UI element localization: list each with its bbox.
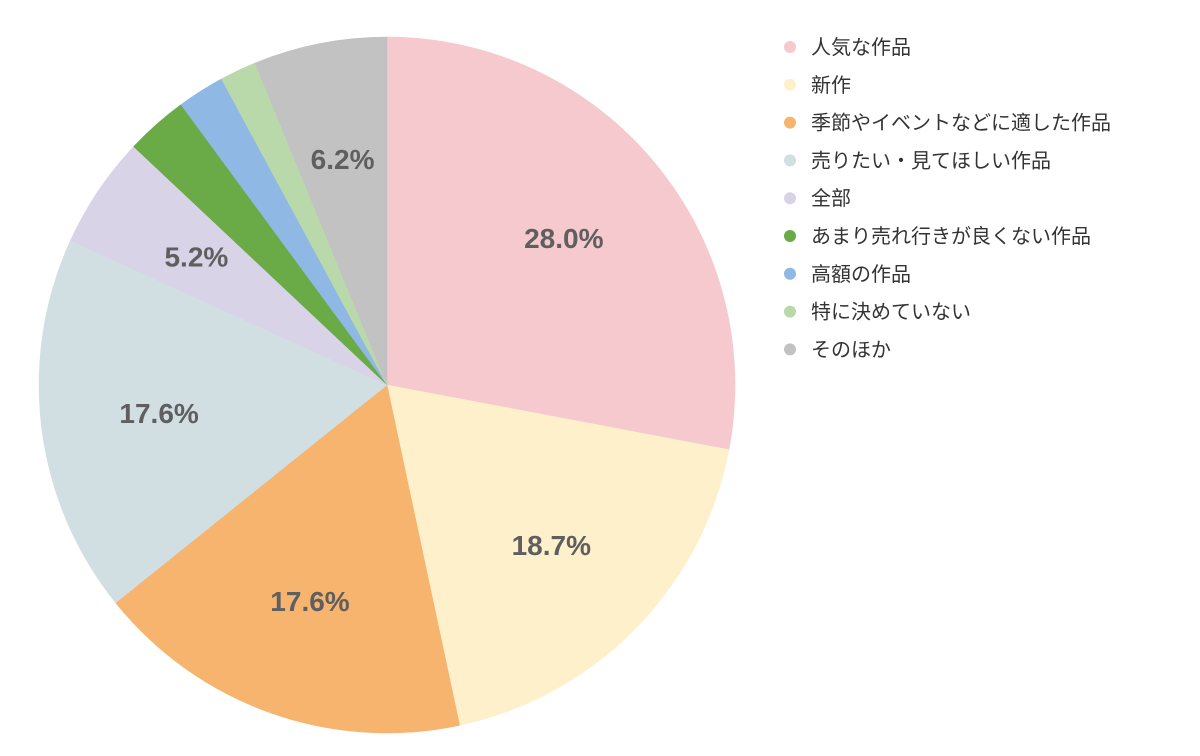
legend-marker-6 [784,230,796,242]
legend-marker-1 [784,41,796,53]
legend-label-1: 人気な作品 [811,35,911,59]
legend-item-9[interactable]: そのほか [784,337,891,361]
legend: 人気な作品新作季節やイベントなどに適した作品売りたい・見てほしい作品全部あまり売… [784,35,1111,361]
pie-slice-4 [38,240,388,604]
data-label-2: 18.7% [512,530,591,561]
legend-item-5[interactable]: 全部 [784,186,851,210]
legend-marker-8 [784,305,796,318]
data-label-5: 5.2% [164,241,228,272]
legend-label-8: 特に決めていない [811,300,971,324]
pie-slices [38,36,736,734]
legend-marker-7 [784,267,796,280]
legend-marker-9 [784,343,796,356]
legend-item-3[interactable]: 季節やイベントなどに適した作品 [784,111,1111,135]
pie-slice-9 [254,36,388,386]
legend-item-8[interactable]: 特に決めていない [784,300,971,324]
legend-item-1[interactable]: 人気な作品 [784,35,911,59]
legend-label-2: 新作 [811,73,851,97]
legend-label-7: 高額の作品 [811,262,911,286]
pie-data-labels: 28.0% 18.7% 17.6% 17.6% 5.2% 6.2% [119,144,603,617]
legend-label-5: 全部 [811,186,851,210]
legend-marker-3 [784,116,796,129]
legend-label-9: そのほか [811,337,891,361]
legend-marker-2 [784,78,796,91]
legend-marker-5 [784,192,796,205]
data-label-3: 17.6% [270,586,349,617]
legend-label-3: 季節やイベントなどに適した作品 [811,111,1111,135]
pie-slice-2 [386,384,730,726]
pie-slice-3 [115,384,460,734]
legend-marker-4 [784,154,796,167]
data-label-1: 28.0% [524,223,603,254]
legend-item-2[interactable]: 新作 [784,73,851,97]
legend-label-4: 売りたい・見てほしい作品 [811,148,1051,172]
legend-label-6: あまり売れ行きが良くない作品 [811,224,1091,248]
data-label-9: 6.2% [311,144,375,175]
legend-item-4[interactable]: 売りたい・見てほしい作品 [784,148,1051,172]
legend-item-6[interactable]: あまり売れ行きが良くない作品 [784,224,1091,248]
data-label-4: 17.6% [119,398,198,429]
legend-item-7[interactable]: 高額の作品 [784,262,911,286]
pie-slice-1 [386,36,736,450]
